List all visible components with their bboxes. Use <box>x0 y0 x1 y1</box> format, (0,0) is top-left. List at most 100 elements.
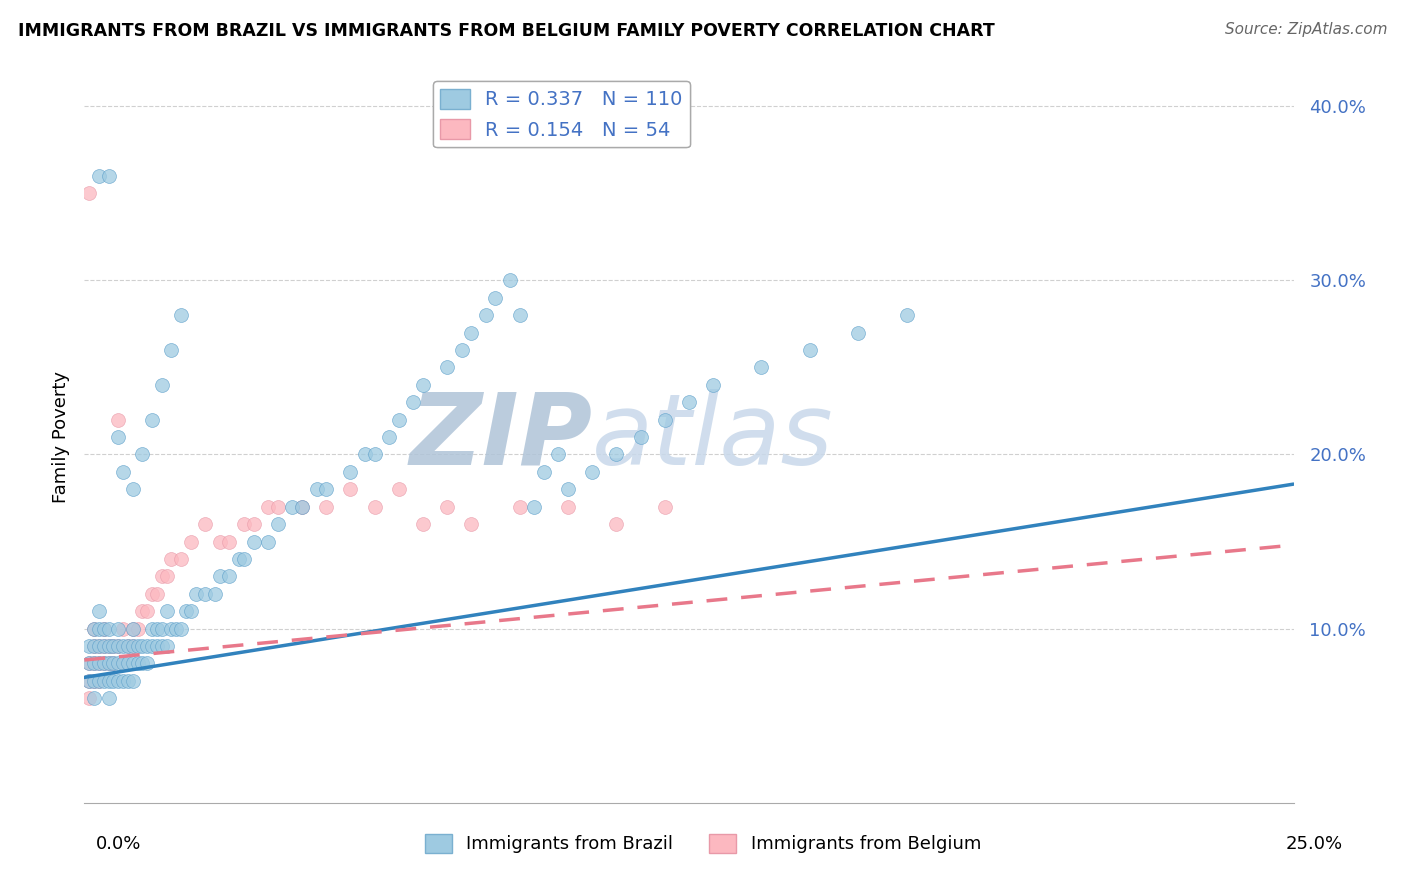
Point <box>846 326 869 340</box>
Point <box>402 395 425 409</box>
Point <box>242 534 264 549</box>
Point <box>160 552 183 566</box>
Point <box>93 639 115 653</box>
Point <box>117 673 139 688</box>
Point <box>339 483 361 497</box>
Point <box>460 326 482 340</box>
Point <box>83 657 105 671</box>
Point <box>83 622 105 636</box>
Point <box>103 639 125 653</box>
Point <box>112 622 135 636</box>
Point <box>267 500 290 514</box>
Point <box>121 622 143 636</box>
Point <box>103 657 125 671</box>
Point <box>121 673 143 688</box>
Point <box>107 622 129 636</box>
Point <box>605 448 627 462</box>
Point <box>97 657 120 671</box>
Point <box>93 622 115 636</box>
Point <box>83 691 105 706</box>
Point <box>112 465 135 479</box>
Point <box>388 412 411 426</box>
Point <box>146 587 169 601</box>
Y-axis label: Family Poverty: Family Poverty <box>52 371 70 503</box>
Point <box>436 360 458 375</box>
Point <box>267 517 290 532</box>
Point <box>121 639 143 653</box>
Point <box>87 673 110 688</box>
Point <box>165 622 187 636</box>
Point <box>112 639 135 653</box>
Point <box>581 465 603 479</box>
Point <box>97 622 120 636</box>
Point <box>136 657 159 671</box>
Point <box>475 308 498 322</box>
Point <box>751 360 773 375</box>
Point <box>180 534 202 549</box>
Point <box>630 430 652 444</box>
Legend: Immigrants from Brazil, Immigrants from Belgium: Immigrants from Brazil, Immigrants from … <box>418 827 988 861</box>
Point <box>194 517 217 532</box>
Point <box>121 622 143 636</box>
Point <box>121 639 143 653</box>
Point <box>93 657 115 671</box>
Point <box>150 639 173 653</box>
Point <box>127 639 149 653</box>
Point <box>136 604 159 618</box>
Point <box>180 604 202 618</box>
Point <box>87 639 110 653</box>
Point <box>121 483 143 497</box>
Point <box>83 622 105 636</box>
Point <box>194 587 217 601</box>
Point <box>141 587 163 601</box>
Point <box>83 639 105 653</box>
Point <box>117 657 139 671</box>
Point <box>654 412 676 426</box>
Point <box>107 639 129 653</box>
Point <box>233 552 256 566</box>
Point <box>112 673 135 688</box>
Point <box>354 448 377 462</box>
Point <box>77 657 100 671</box>
Point <box>363 500 385 514</box>
Point <box>97 169 120 183</box>
Point <box>83 673 105 688</box>
Point <box>77 186 100 201</box>
Point <box>87 604 110 618</box>
Point <box>412 377 434 392</box>
Point <box>509 308 531 322</box>
Point <box>509 500 531 514</box>
Point <box>557 500 579 514</box>
Point <box>83 673 105 688</box>
Point <box>141 622 163 636</box>
Text: 0.0%: 0.0% <box>96 835 141 853</box>
Point <box>484 291 506 305</box>
Point <box>257 534 280 549</box>
Point <box>184 587 207 601</box>
Point <box>533 465 555 479</box>
Point <box>107 412 129 426</box>
Point <box>208 569 231 583</box>
Point <box>257 500 280 514</box>
Point <box>228 552 250 566</box>
Point <box>436 500 458 514</box>
Point <box>87 673 110 688</box>
Point <box>160 622 183 636</box>
Point <box>281 500 304 514</box>
Point <box>103 657 125 671</box>
Point <box>93 639 115 653</box>
Point <box>155 569 177 583</box>
Point <box>77 639 100 653</box>
Point <box>107 657 129 671</box>
Point <box>97 639 120 653</box>
Point <box>97 673 120 688</box>
Point <box>103 673 125 688</box>
Point <box>155 639 177 653</box>
Point <box>799 343 821 357</box>
Point <box>131 448 153 462</box>
Point <box>127 622 149 636</box>
Point <box>218 569 240 583</box>
Point <box>523 500 546 514</box>
Point <box>146 622 169 636</box>
Point <box>170 308 193 322</box>
